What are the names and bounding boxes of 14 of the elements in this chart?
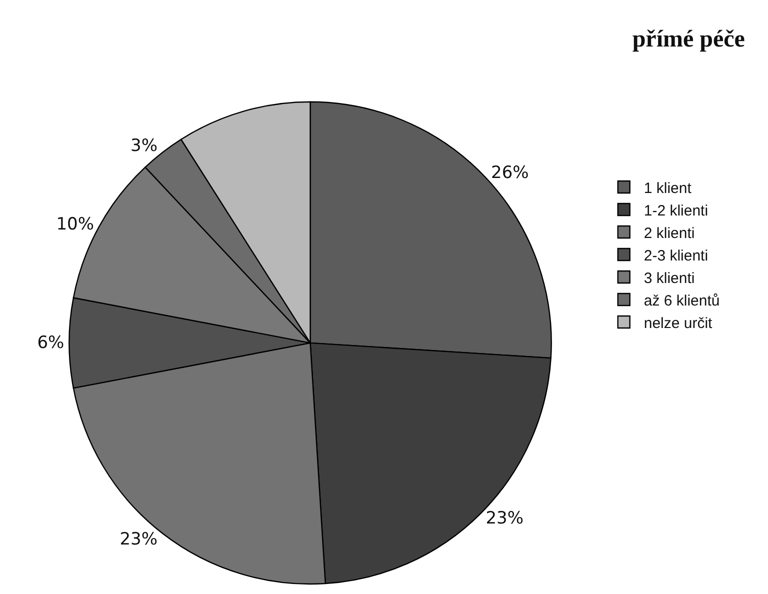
data-label: 3% — [130, 136, 158, 156]
legend-label: 2-3 klienti — [644, 247, 708, 264]
data-label: 23% — [486, 508, 524, 528]
legend-label: nelze určit — [644, 314, 714, 332]
legend-label: až 6 klientů — [644, 292, 720, 310]
data-label: 10% — [56, 214, 94, 234]
chart-title: přímé péče — [632, 26, 746, 52]
legend-label: 1 klient — [644, 180, 692, 197]
legend-label: 3 klienti — [644, 270, 695, 287]
legend-label: 1-2 klienti — [644, 202, 708, 220]
data-label: 26% — [491, 163, 529, 184]
data-label: 6% — [37, 332, 64, 353]
legend-label: 2 klienti — [644, 224, 695, 242]
data-label: 23% — [120, 530, 158, 550]
